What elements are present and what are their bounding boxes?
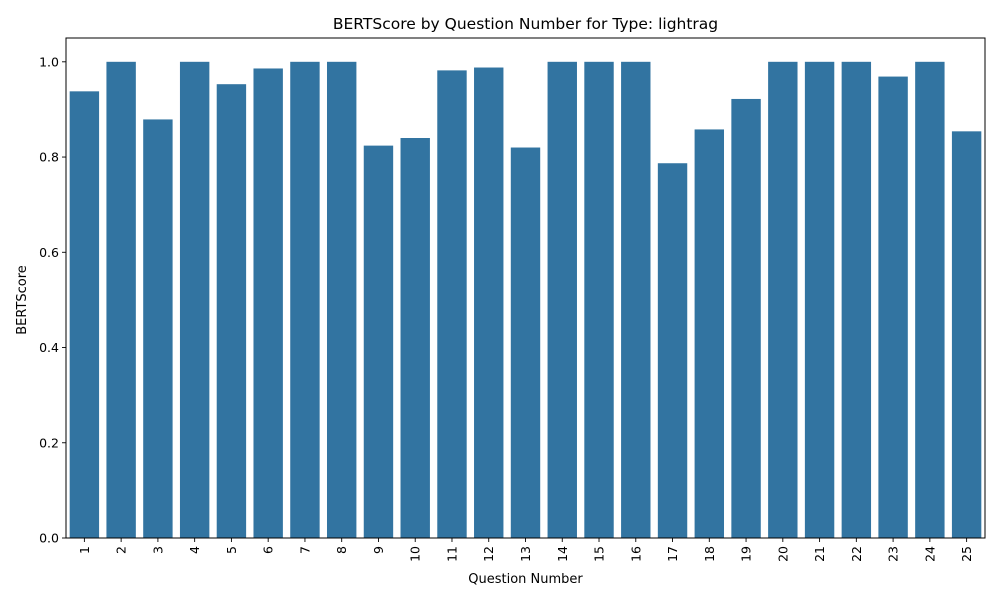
bar-q24 <box>915 61 945 539</box>
x-tick-label: 4 <box>187 546 202 554</box>
x-tick-label: 7 <box>297 546 312 554</box>
x-tick-label: 18 <box>702 546 717 562</box>
bar-q16 <box>621 61 651 539</box>
y-axis-label: BERTScore <box>15 265 30 335</box>
x-tick-label: 21 <box>812 546 827 562</box>
x-tick-label: 25 <box>959 546 974 562</box>
bar-q23 <box>878 76 908 539</box>
bar-q20 <box>768 61 798 539</box>
bar-q18 <box>694 129 725 538</box>
bar-q12 <box>474 67 504 539</box>
x-axis-label: Question Number <box>468 572 583 587</box>
x-tick-label: 20 <box>775 546 790 562</box>
y-tick-label: 0.2 <box>39 435 59 450</box>
bar-q17 <box>657 163 688 538</box>
chart-title: BERTScore by Question Number for Type: l… <box>333 15 718 33</box>
x-tick-label: 15 <box>592 546 607 562</box>
x-tick-label: 16 <box>628 546 643 562</box>
x-tick-label: 5 <box>224 546 239 554</box>
bar-q6 <box>253 68 283 538</box>
bar-q8 <box>326 61 357 539</box>
x-tick-label: 24 <box>922 546 937 562</box>
x-tick-label: 10 <box>408 546 423 562</box>
bar-q5 <box>216 84 247 538</box>
bar-q1 <box>69 91 100 538</box>
y-tick-label: 0.6 <box>39 245 59 260</box>
x-tick-label: 19 <box>739 546 754 562</box>
x-tick-label: 22 <box>849 546 864 562</box>
bar-q3 <box>143 119 173 538</box>
x-tick-label: 9 <box>371 546 386 554</box>
bar-q14 <box>547 61 577 539</box>
x-tick-label: 8 <box>334 546 349 554</box>
bar-q25 <box>951 131 982 539</box>
y-tick-label: 0.8 <box>39 150 59 165</box>
y-tick-label: 1.0 <box>39 54 59 69</box>
y-tick-label: 0.0 <box>39 531 59 546</box>
x-tick-label: 6 <box>261 546 276 554</box>
bar-q21 <box>804 61 835 539</box>
x-tick-label: 14 <box>555 546 570 562</box>
x-tick-label: 2 <box>114 546 129 554</box>
bar-q13 <box>510 147 541 538</box>
x-tick-label: 13 <box>518 546 533 562</box>
bar-q9 <box>363 145 394 538</box>
bar-q10 <box>400 138 430 538</box>
bar-q22 <box>841 61 872 539</box>
bar-q11 <box>437 70 467 538</box>
y-tick-label: 0.4 <box>39 340 59 355</box>
x-tick-label: 1 <box>77 546 92 554</box>
bar-q4 <box>179 61 210 539</box>
x-axis-ticks: 1 2 3 4 5 6 7 8 9 10 11 12 13 14 15 16 17 18 19 20 21 22 23 24 2… <box>77 538 974 562</box>
x-tick-label: 11 <box>444 546 459 562</box>
bars-group <box>69 61 982 539</box>
y-axis-ticks: 0.0 0.2 0.4 0.6 0.8 1.0 <box>39 54 66 546</box>
x-tick-label: 3 <box>150 546 165 554</box>
x-tick-label: 12 <box>481 546 496 562</box>
x-tick-label: 17 <box>665 546 680 562</box>
x-tick-label: 23 <box>886 546 901 562</box>
bar-q15 <box>584 61 614 539</box>
plot-frame <box>65 37 986 539</box>
bar-q19 <box>731 98 761 538</box>
bar-q2 <box>106 61 136 539</box>
bar-q7 <box>290 61 320 539</box>
